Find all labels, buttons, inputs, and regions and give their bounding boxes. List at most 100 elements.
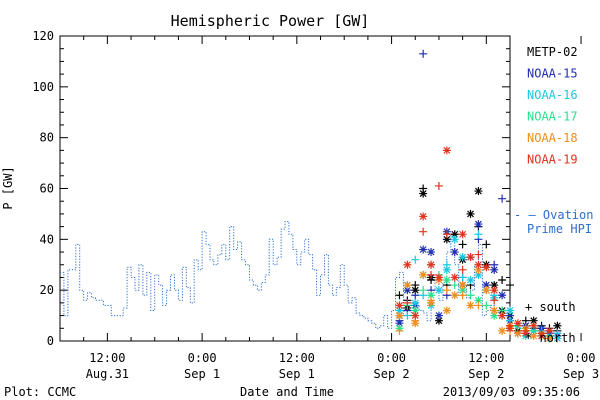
x-axis: 12:00 Aug.31 0:00 Sep 1 12:00 Sep 1 0:00 Sep 2 1… (83, 36, 599, 381)
north-marker (482, 263, 491, 272)
north-marker (513, 329, 522, 338)
legend: METP-02 NOAA-15 NOAA-16 NOAA-17 NOAA-18 NOAA-… (514, 45, 593, 345)
north-marker (506, 324, 514, 333)
x-axis-label: Date and Time (240, 385, 334, 399)
north-marker (482, 281, 491, 290)
north-marker (427, 260, 436, 269)
north-marker (466, 209, 475, 218)
south-marker (474, 301, 483, 310)
y-axis: 0 20 40 60 80 100 120 (32, 29, 510, 348)
legend-north: * north (525, 331, 576, 345)
south-marker (466, 291, 475, 300)
north-marker (474, 270, 483, 279)
north-marker (411, 298, 420, 307)
north-marker (498, 291, 507, 300)
south-marker (482, 240, 491, 249)
north-marker (411, 311, 420, 320)
north-marker (442, 235, 451, 244)
x-tick-time-label: 0:00 (377, 351, 406, 365)
north-marker (403, 281, 412, 290)
south-marker (458, 273, 467, 282)
north-marker (474, 220, 483, 229)
north-marker (466, 276, 475, 284)
north-marker (490, 311, 499, 320)
legend-entry: NOAA-18 (527, 131, 578, 145)
x-tick-date-label: Sep 3 (563, 367, 599, 381)
legend-entry: NOAA-19 (527, 153, 578, 167)
north-marker (419, 189, 428, 198)
y-tick-label: 20 (40, 283, 54, 297)
north-marker (427, 291, 436, 300)
south-marker (442, 230, 451, 239)
south-marker (506, 281, 514, 290)
north-marker (529, 321, 538, 330)
plot-timestamp: 2013/09/03 09:35:06 (443, 385, 580, 399)
x-tick-date-label: Aug.31 (86, 367, 129, 381)
north-marker (458, 253, 467, 262)
legend-ovation-line2: Prime HPI (527, 222, 592, 236)
north-marker (403, 260, 412, 269)
north-marker (458, 230, 467, 239)
south-marker (458, 240, 467, 249)
north-marker (498, 311, 507, 320)
legend-entry: NOAA-17 (527, 110, 578, 124)
plot-source-label: Plot: CCMC (4, 385, 76, 399)
south-marker (411, 255, 420, 264)
north-marker (506, 306, 514, 315)
north-marker (521, 329, 530, 338)
north-marker (427, 298, 436, 307)
north-marker (553, 334, 562, 343)
north-marker (490, 265, 499, 274)
north-marker (474, 187, 483, 196)
series-noaa-19 (395, 146, 554, 340)
x-tick-time-label: 12:00 (468, 351, 504, 365)
north-marker (419, 245, 428, 254)
south-marker (395, 291, 404, 300)
y-axis-label: P [GW] (1, 166, 15, 209)
x-tick-date-label: Sep 1 (184, 367, 220, 381)
north-marker (427, 248, 436, 257)
north-marker (529, 316, 538, 325)
north-marker (434, 316, 443, 325)
north-marker (450, 235, 459, 244)
y-tick-label: 40 (40, 232, 54, 246)
south-marker (458, 265, 467, 274)
north-marker (442, 306, 451, 315)
south-marker (442, 286, 451, 295)
north-marker (442, 265, 451, 274)
south-marker (490, 296, 499, 305)
north-marker (419, 270, 428, 279)
south-marker (403, 298, 412, 307)
legend-entry: NOAA-16 (527, 88, 578, 102)
north-marker (458, 286, 467, 295)
south-marker (498, 276, 507, 284)
north-marker (553, 321, 562, 330)
x-tick-time-label: 12:00 (89, 351, 125, 365)
north-marker (419, 212, 428, 221)
y-tick-label: 0 (47, 334, 54, 348)
north-marker (474, 265, 483, 274)
south-marker (395, 326, 404, 335)
legend-entry: NOAA-15 (527, 67, 578, 81)
north-marker (411, 286, 420, 295)
legend-ovation-line1: ‐ – Ovation (514, 208, 593, 222)
y-tick-label: 80 (40, 131, 54, 145)
north-marker (545, 326, 554, 335)
north-marker (482, 286, 491, 295)
north-marker (395, 319, 404, 328)
x-tick-date-label: Sep 2 (374, 367, 410, 381)
south-marker (403, 311, 412, 320)
y-tick-label: 60 (40, 182, 54, 196)
south-marker (474, 250, 483, 259)
chart-title: Hemispheric Power [GW] (171, 12, 370, 30)
north-marker (537, 331, 546, 340)
legend-south: + south (525, 300, 576, 314)
north-marker (513, 319, 522, 328)
south-marker (498, 194, 507, 203)
x-tick-date-label: Sep 2 (468, 367, 504, 381)
south-marker (419, 49, 428, 58)
y-tick-label: 120 (32, 29, 54, 43)
north-marker (450, 248, 459, 257)
north-marker (474, 296, 483, 305)
